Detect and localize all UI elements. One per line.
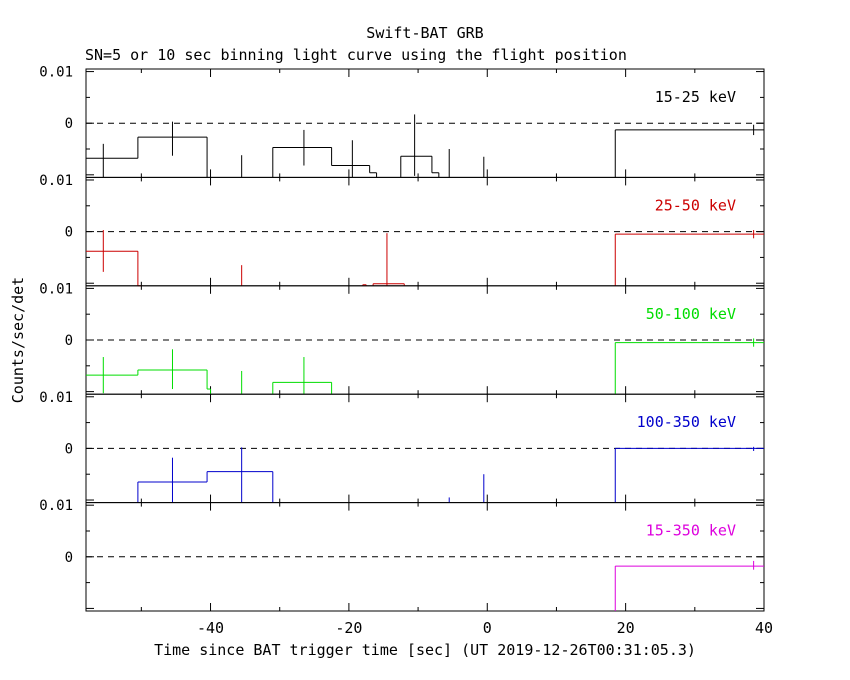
y-tick-label: 0 xyxy=(65,550,73,566)
panel-label: 25-50 keV xyxy=(655,196,736,214)
y-tick-label: 0.01 xyxy=(39,390,73,406)
panel-4: 0.01 0 15-350 keV xyxy=(39,498,765,612)
panel-label: 50-100 keV xyxy=(646,305,736,323)
x-tick-label: -20 xyxy=(335,619,362,637)
panels-group: 0.01 0 15-25 keV 0.01 0 25-50 keV 0.01 0 50-100 … xyxy=(39,65,773,637)
chart-title: Swift-BAT GRB xyxy=(366,24,483,42)
panel-label: 100-350 keV xyxy=(637,413,736,431)
y-tick-label: 0 xyxy=(65,225,73,241)
y-tick-label: 0.01 xyxy=(39,173,73,189)
panel-3: 0.01 0 100-350 keV xyxy=(39,390,765,504)
x-tick-label: -40 xyxy=(197,619,224,637)
x-tick-label: 40 xyxy=(755,619,773,637)
chart-subtitle: SN=5 or 10 sec binning light curve using… xyxy=(85,46,627,64)
y-tick-label: 0 xyxy=(65,116,73,132)
y-tick-label: 0.01 xyxy=(39,498,73,514)
y-tick-label: 0.01 xyxy=(39,65,73,81)
panel-2: 0.01 0 50-100 keV xyxy=(39,281,765,395)
panel-label: 15-350 keV xyxy=(646,522,736,540)
panel-1: 0.01 0 25-50 keV xyxy=(39,173,765,287)
y-tick-label: 0 xyxy=(65,333,73,349)
y-axis-label: Counts/sec/det xyxy=(9,277,27,403)
panel-0: 0.01 0 15-25 keV xyxy=(39,65,765,178)
x-axis-label: Time since BAT trigger time [sec] (UT 20… xyxy=(154,641,696,659)
panel-label: 15-25 keV xyxy=(655,88,736,106)
x-tick-label: 20 xyxy=(617,619,635,637)
y-tick-label: 0.01 xyxy=(39,281,73,297)
x-tick-label: 0 xyxy=(483,619,492,637)
y-tick-label: 0 xyxy=(65,441,73,457)
